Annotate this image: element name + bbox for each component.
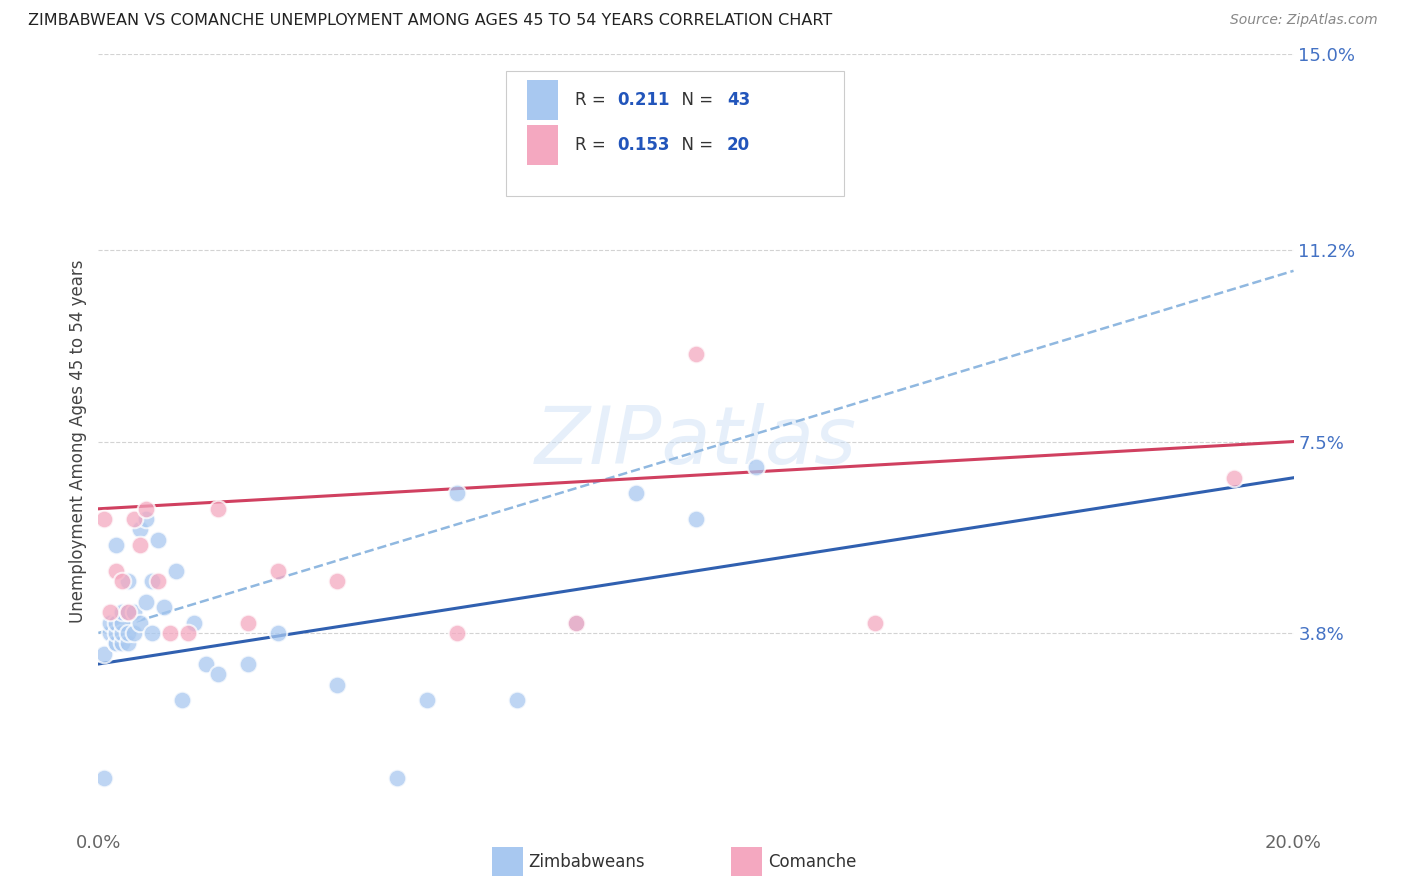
Point bbox=[124, 605, 146, 619]
Point bbox=[117, 605, 139, 619]
Point bbox=[626, 486, 648, 500]
Point bbox=[135, 512, 157, 526]
Point bbox=[117, 626, 139, 640]
Point bbox=[93, 512, 115, 526]
Point bbox=[195, 657, 218, 671]
Point bbox=[172, 693, 194, 707]
Point bbox=[183, 615, 205, 630]
Text: 43: 43 bbox=[727, 91, 751, 110]
Point bbox=[506, 693, 529, 707]
Point bbox=[207, 667, 229, 681]
Point bbox=[865, 615, 887, 630]
Point bbox=[117, 574, 139, 589]
Point bbox=[98, 626, 122, 640]
Point bbox=[98, 615, 122, 630]
Point bbox=[326, 574, 349, 589]
Point bbox=[98, 605, 122, 619]
Point bbox=[236, 615, 259, 630]
Text: R =: R = bbox=[575, 91, 612, 110]
Text: R =: R = bbox=[575, 136, 612, 154]
Point bbox=[105, 626, 128, 640]
Point bbox=[105, 564, 128, 578]
Point bbox=[105, 636, 128, 650]
Point bbox=[124, 512, 146, 526]
Point bbox=[745, 460, 768, 475]
Point bbox=[141, 626, 163, 640]
Point bbox=[148, 574, 170, 589]
Point bbox=[129, 615, 152, 630]
Text: ZIMBABWEAN VS COMANCHE UNEMPLOYMENT AMONG AGES 45 TO 54 YEARS CORRELATION CHART: ZIMBABWEAN VS COMANCHE UNEMPLOYMENT AMON… bbox=[28, 13, 832, 29]
Point bbox=[267, 564, 290, 578]
Point bbox=[153, 600, 176, 615]
Point bbox=[141, 574, 163, 589]
Point bbox=[111, 574, 134, 589]
Point bbox=[135, 501, 157, 516]
Text: N =: N = bbox=[671, 136, 718, 154]
Text: 0.211: 0.211 bbox=[617, 91, 669, 110]
Point bbox=[416, 693, 439, 707]
Point bbox=[117, 636, 139, 650]
Point bbox=[135, 595, 157, 609]
Point bbox=[326, 678, 349, 692]
Text: ZIPatlas: ZIPatlas bbox=[534, 402, 858, 481]
Point bbox=[165, 564, 187, 578]
Point bbox=[267, 626, 290, 640]
Text: Zimbabweans: Zimbabweans bbox=[529, 853, 645, 871]
Point bbox=[685, 346, 707, 360]
Point bbox=[685, 512, 707, 526]
Point bbox=[105, 615, 128, 630]
Point bbox=[236, 657, 259, 671]
Point bbox=[148, 533, 170, 547]
Point bbox=[446, 486, 468, 500]
Text: Source: ZipAtlas.com: Source: ZipAtlas.com bbox=[1230, 13, 1378, 28]
Point bbox=[565, 615, 588, 630]
Point bbox=[124, 626, 146, 640]
Point bbox=[93, 771, 115, 785]
Point bbox=[93, 647, 115, 661]
Point bbox=[129, 538, 152, 552]
Point bbox=[111, 605, 134, 619]
Point bbox=[177, 626, 200, 640]
Point bbox=[111, 626, 134, 640]
Text: 20: 20 bbox=[727, 136, 749, 154]
Point bbox=[207, 501, 229, 516]
Text: N =: N = bbox=[671, 91, 718, 110]
Point bbox=[117, 605, 139, 619]
Point bbox=[129, 523, 152, 537]
Point bbox=[159, 626, 181, 640]
Text: Comanche: Comanche bbox=[768, 853, 856, 871]
Point bbox=[111, 636, 134, 650]
Text: 0.153: 0.153 bbox=[617, 136, 669, 154]
Point bbox=[385, 771, 409, 785]
Point bbox=[565, 615, 588, 630]
Point bbox=[105, 636, 128, 650]
Point bbox=[446, 626, 468, 640]
Y-axis label: Unemployment Among Ages 45 to 54 years: Unemployment Among Ages 45 to 54 years bbox=[69, 260, 87, 624]
Point bbox=[105, 538, 128, 552]
Point bbox=[1223, 471, 1246, 485]
Point bbox=[111, 615, 134, 630]
